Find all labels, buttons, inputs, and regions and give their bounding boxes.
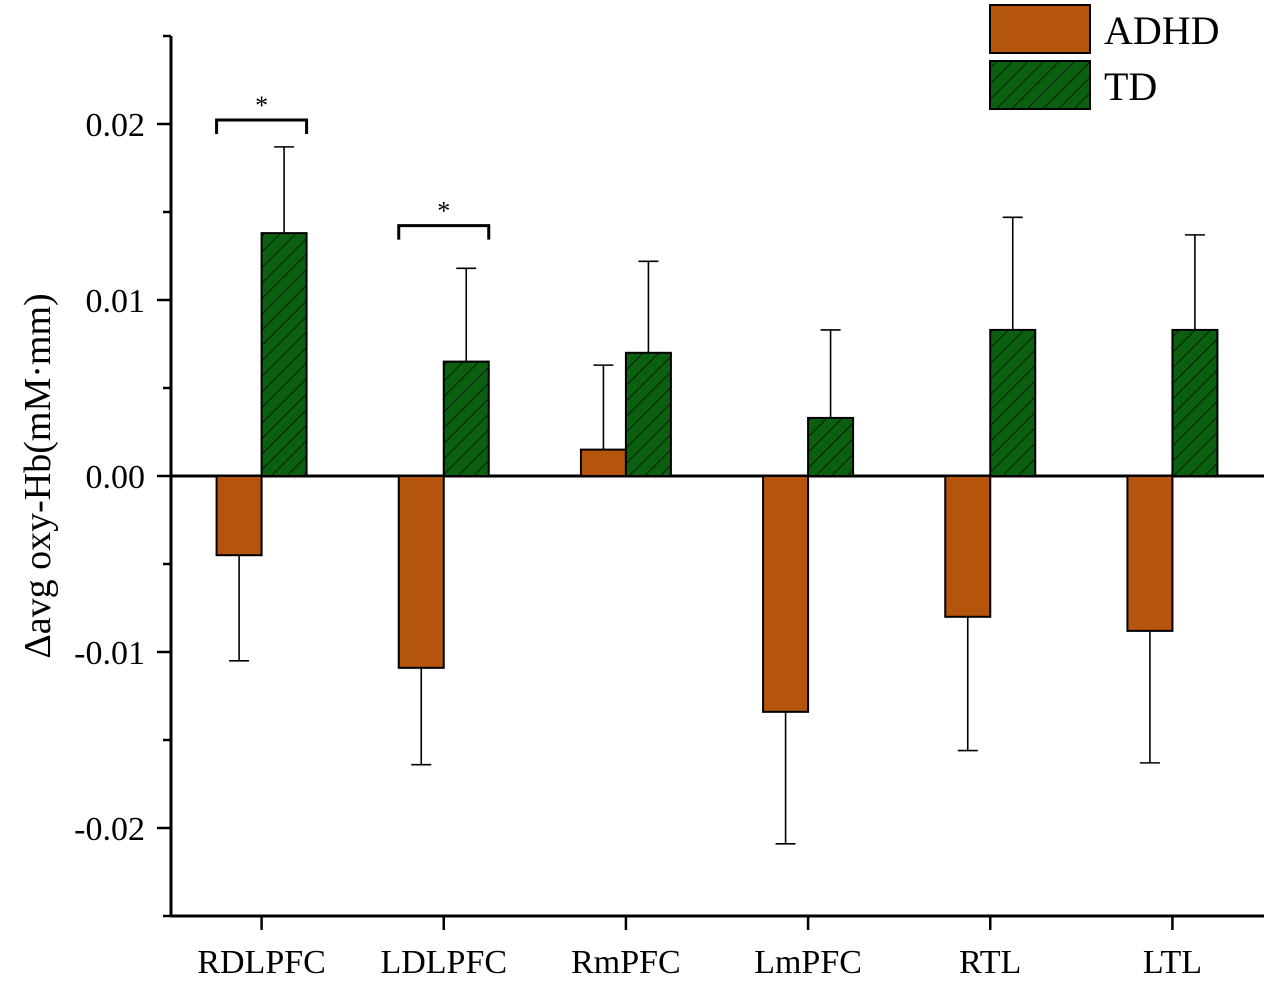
- legend-swatch-adhd: [989, 4, 1091, 54]
- bar-td: [624, 351, 672, 477]
- y-axis-title: Δavg oxy-Hb(mM·mm): [17, 293, 59, 658]
- x-tick-label: RmPFC: [571, 944, 681, 981]
- bar-td: [442, 360, 490, 478]
- bar-adhd: [1126, 475, 1174, 632]
- bar-td: [989, 328, 1037, 478]
- x-tick-label: LTL: [1143, 944, 1202, 981]
- significance-bracket: [397, 224, 491, 240]
- x-tick-label: RTL: [959, 944, 1021, 981]
- bar-adhd: [579, 448, 627, 478]
- y-tick-label: 0.00: [86, 459, 146, 496]
- bar-td: [1171, 328, 1219, 478]
- y-tick-label: -0.02: [74, 811, 145, 848]
- significance-bracket: [215, 118, 309, 134]
- legend: ADHD TD: [989, 4, 1220, 110]
- plot-area: -0.02 -0.01 0.00 0.01 0.02 RDLPFC LDLPFC RmPFC…: [74, 34, 1264, 981]
- bar-adhd: [215, 475, 263, 557]
- x-tick-label: LDLPFC: [380, 944, 507, 981]
- legend-label-td: TD: [1104, 64, 1157, 109]
- y-axis-ticks: -0.02 -0.01 0.00 0.01 0.02: [74, 34, 171, 918]
- bar-adhd: [397, 475, 445, 669]
- y-tick-label: -0.01: [74, 635, 145, 672]
- significance-label: *: [255, 91, 268, 120]
- bars-group: [215, 146, 1219, 845]
- significance-group: **: [215, 91, 491, 240]
- x-axis-ticks: RDLPFC LDLPFC RmPFC LmPFC RTL LTL: [197, 916, 1202, 981]
- y-tick-label: 0.01: [86, 283, 146, 320]
- bar-adhd: [762, 475, 810, 713]
- legend-label-adhd: ADHD: [1104, 8, 1220, 53]
- bar-td: [807, 416, 855, 478]
- y-tick-label: 0.02: [86, 107, 146, 144]
- significance-label: *: [437, 197, 450, 226]
- x-tick-label: LmPFC: [754, 944, 862, 981]
- x-tick-label: RDLPFC: [197, 944, 326, 981]
- legend-swatch-td: [989, 60, 1091, 110]
- bar-td: [260, 232, 308, 477]
- bar-adhd: [944, 475, 992, 618]
